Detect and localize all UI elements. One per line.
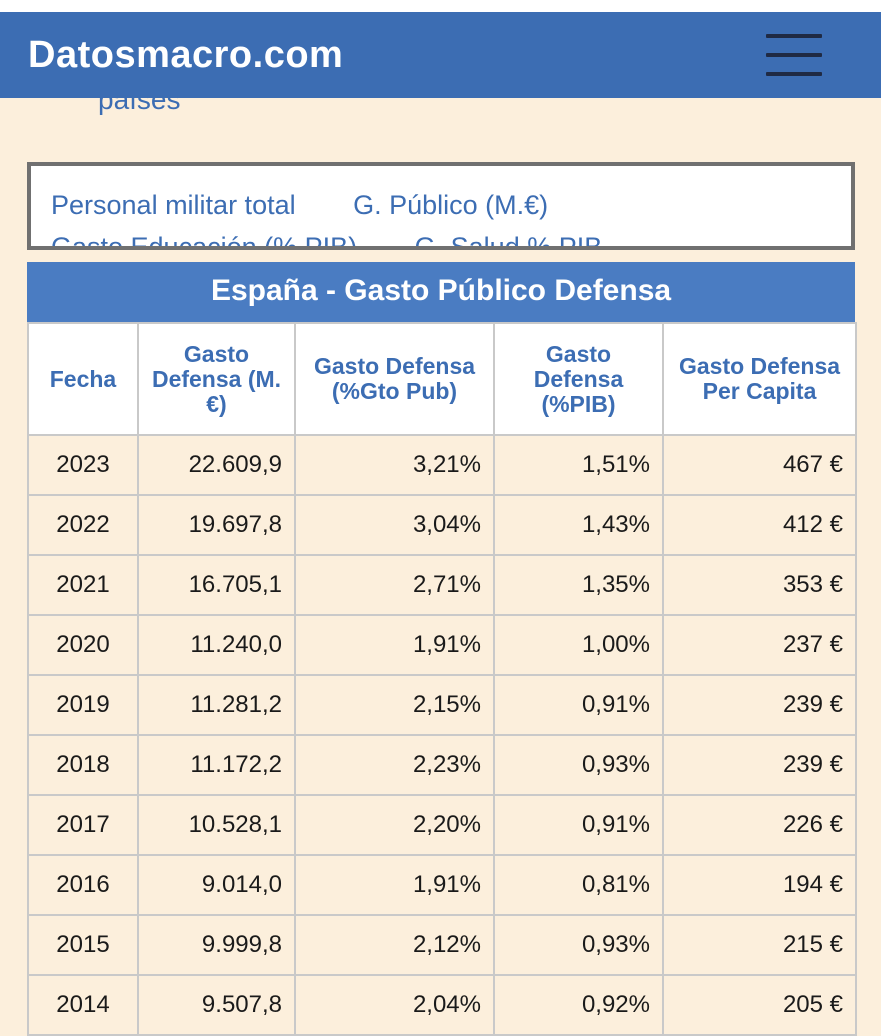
- cell-gasto-pct-gasto-publico: 1,91%: [294, 854, 495, 916]
- column-header-gasto-pct-gasto-publico[interactable]: Gasto Defensa (%Gto Pub): [294, 322, 495, 436]
- cell-year: 2017: [27, 794, 139, 856]
- cell-gasto-pct-gasto-publico: 3,04%: [294, 494, 495, 556]
- cell-gasto-per-capita: 239 €: [662, 674, 857, 736]
- cell-gasto-millones: 9.507,8: [137, 974, 296, 1036]
- related-indicators-box: Personal militar total G. Público (M.€) …: [27, 162, 855, 250]
- cell-gasto-pct-gasto-publico: 2,12%: [294, 914, 495, 976]
- cell-gasto-millones: 11.281,2: [137, 674, 296, 736]
- cell-gasto-pct-gasto-publico: 2,15%: [294, 674, 495, 736]
- cell-gasto-pct-gasto-publico: 3,21%: [294, 434, 495, 496]
- cell-year: 2022: [27, 494, 139, 556]
- cell-gasto-per-capita: 237 €: [662, 614, 857, 676]
- cell-gasto-pct-pib: 0,81%: [493, 854, 664, 916]
- cell-gasto-per-capita: 467 €: [662, 434, 857, 496]
- cell-gasto-millones: 19.697,8: [137, 494, 296, 556]
- cell-gasto-millones: 11.172,2: [137, 734, 296, 796]
- table-row: 2023 22.609,9 3,21% 1,51% 467 €: [27, 434, 857, 496]
- top-edge: [0, 0, 881, 12]
- cell-gasto-millones: 9.999,8: [137, 914, 296, 976]
- cell-gasto-pct-gasto-publico: 2,23%: [294, 734, 495, 796]
- table-row: 2015 9.999,8 2,12% 0,93% 215 €: [27, 914, 857, 976]
- cell-gasto-pct-pib: 0,92%: [493, 974, 664, 1036]
- table-row: 2016 9.014,0 1,91% 0,81% 194 €: [27, 854, 857, 916]
- link-personal-militar-total[interactable]: Personal militar total: [51, 190, 296, 220]
- table-row: 2020 11.240,0 1,91% 1,00% 237 €: [27, 614, 857, 676]
- table-title: España - Gasto Público Defensa: [27, 262, 855, 322]
- cell-gasto-pct-gasto-publico: 2,71%: [294, 554, 495, 616]
- cell-gasto-millones: 10.528,1: [137, 794, 296, 856]
- column-header-gasto-per-capita[interactable]: Gasto Defensa Per Capita: [662, 322, 857, 436]
- cell-gasto-pct-pib: 1,51%: [493, 434, 664, 496]
- cell-year: 2015: [27, 914, 139, 976]
- cell-gasto-pct-pib: 1,43%: [493, 494, 664, 556]
- cell-gasto-per-capita: 353 €: [662, 554, 857, 616]
- cell-year: 2023: [27, 434, 139, 496]
- cell-gasto-per-capita: 226 €: [662, 794, 857, 856]
- cell-gasto-millones: 11.240,0: [137, 614, 296, 676]
- table-row: 2018 11.172,2 2,23% 0,93% 239 €: [27, 734, 857, 796]
- top-navigation-bar: Datosmacro.com: [0, 12, 881, 98]
- cell-gasto-millones: 9.014,0: [137, 854, 296, 916]
- cell-year: 2018: [27, 734, 139, 796]
- cell-gasto-per-capita: 194 €: [662, 854, 857, 916]
- table-row: 2019 11.281,2 2,15% 0,91% 239 €: [27, 674, 857, 736]
- cell-gasto-per-capita: 215 €: [662, 914, 857, 976]
- cell-gasto-pct-pib: 0,91%: [493, 674, 664, 736]
- cell-year: 2014: [27, 974, 139, 1036]
- cell-gasto-pct-gasto-publico: 2,04%: [294, 974, 495, 1036]
- cell-gasto-pct-gasto-publico: 1,91%: [294, 614, 495, 676]
- defense-spending-table: España - Gasto Público Defensa Fecha Gas…: [27, 262, 857, 1036]
- cell-gasto-pct-pib: 1,00%: [493, 614, 664, 676]
- table-row: 2022 19.697,8 3,04% 1,43% 412 €: [27, 494, 857, 556]
- link-gasto-publico[interactable]: G. Público (M.€): [353, 190, 549, 220]
- cell-year: 2019: [27, 674, 139, 736]
- cell-year: 2016: [27, 854, 139, 916]
- cell-gasto-pct-pib: 0,91%: [493, 794, 664, 856]
- link-gasto-educacion[interactable]: Gasto Educación (% PIB): [51, 232, 358, 250]
- cell-gasto-pct-pib: 1,35%: [493, 554, 664, 616]
- column-header-gasto-pct-pib[interactable]: Gasto Defensa (%PIB): [493, 322, 664, 436]
- cell-gasto-per-capita: 239 €: [662, 734, 857, 796]
- cell-gasto-pct-pib: 0,93%: [493, 734, 664, 796]
- indicators-row-2: Gasto Educación (% PIB) G. Salud % PIB: [51, 232, 652, 250]
- hamburger-menu-icon[interactable]: [766, 34, 822, 78]
- cell-gasto-millones: 16.705,1: [137, 554, 296, 616]
- cell-gasto-per-capita: 205 €: [662, 974, 857, 1036]
- cell-gasto-pct-pib: 0,93%: [493, 914, 664, 976]
- cell-gasto-millones: 22.609,9: [137, 434, 296, 496]
- column-header-gasto-millones[interactable]: Gasto Defensa (M.€): [137, 322, 296, 436]
- indicators-row-1: Personal militar total G. Público (M.€): [51, 190, 598, 221]
- site-logo[interactable]: Datosmacro.com: [28, 34, 344, 76]
- cell-gasto-pct-gasto-publico: 2,20%: [294, 794, 495, 856]
- cell-year: 2021: [27, 554, 139, 616]
- table-header-row: Fecha Gasto Defensa (M.€) Gasto Defensa …: [27, 322, 857, 436]
- cell-year: 2020: [27, 614, 139, 676]
- table-row: 2017 10.528,1 2,20% 0,91% 226 €: [27, 794, 857, 856]
- cell-gasto-per-capita: 412 €: [662, 494, 857, 556]
- table-row: 2021 16.705,1 2,71% 1,35% 353 €: [27, 554, 857, 616]
- table-row: 2014 9.507,8 2,04% 0,92% 205 €: [27, 974, 857, 1036]
- column-header-fecha[interactable]: Fecha: [27, 322, 139, 436]
- link-gasto-salud[interactable]: G. Salud % PIB: [414, 232, 603, 250]
